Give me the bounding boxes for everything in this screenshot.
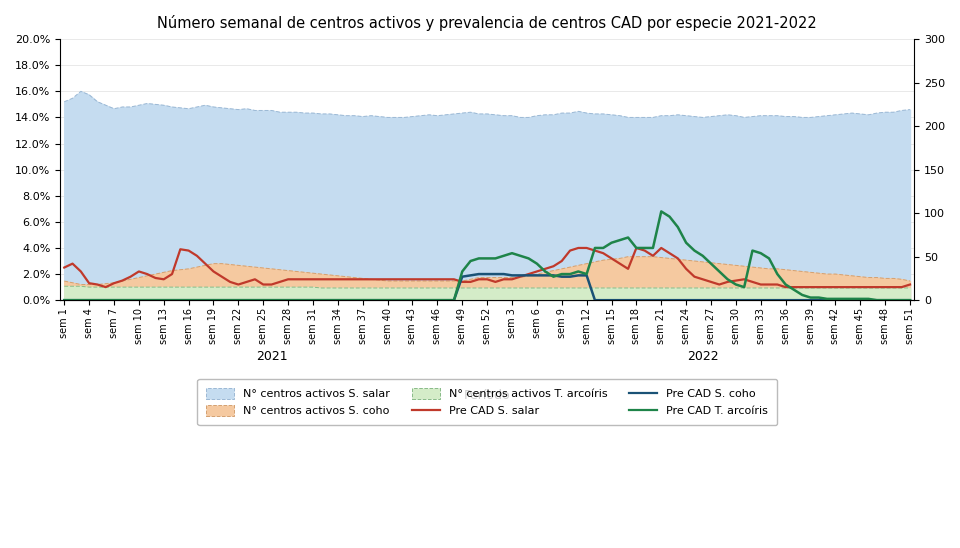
Text: 2022: 2022 <box>687 350 718 363</box>
Title: Número semanal de centros activos y prevalencia de centros CAD por especie 2021-: Número semanal de centros activos y prev… <box>157 15 817 31</box>
Text: 2021: 2021 <box>255 350 287 363</box>
X-axis label: Período: Período <box>464 389 511 402</box>
Legend: N° centros activos S. salar, N° centros activos S. coho, N° centros activos T. a: N° centros activos S. salar, N° centros … <box>198 379 777 425</box>
